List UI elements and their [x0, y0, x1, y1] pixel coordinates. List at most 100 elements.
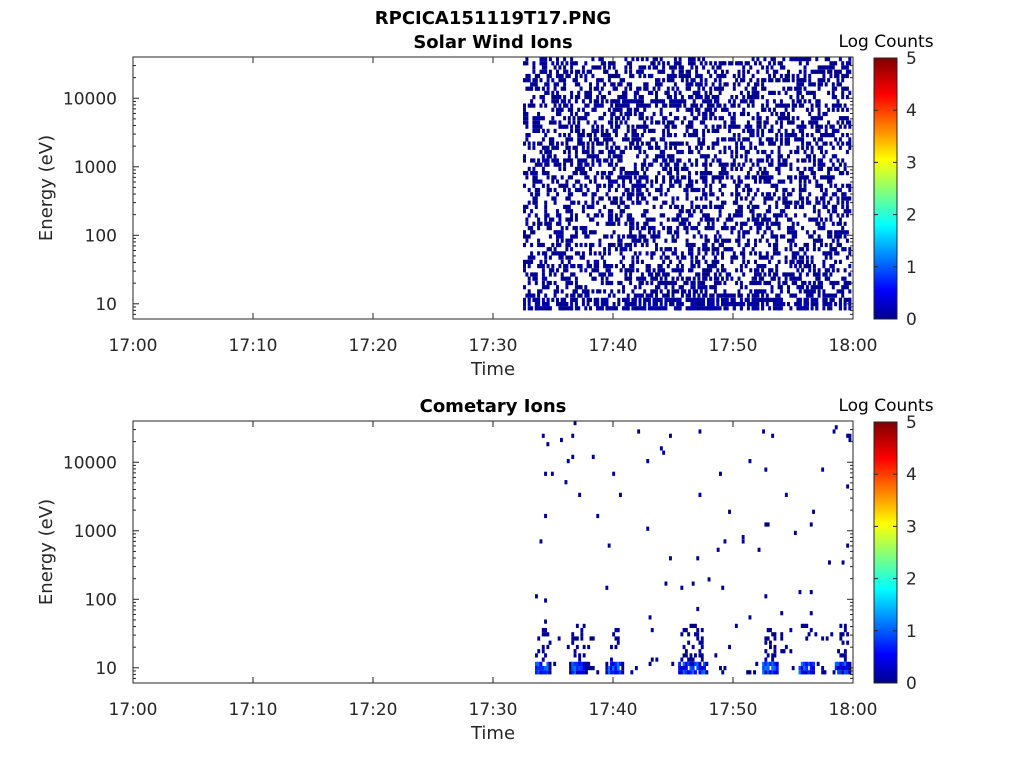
heatmap-cell	[737, 179, 741, 184]
heatmap-cell	[664, 272, 668, 277]
heatmap-cell	[643, 162, 647, 167]
heatmap-cell	[812, 82, 816, 87]
heatmap-cell	[647, 162, 651, 167]
heatmap-cell	[771, 653, 775, 658]
heatmap-cell	[584, 306, 588, 311]
heatmap-cell	[706, 264, 710, 269]
heatmap-cell	[581, 128, 585, 133]
heatmap-cell	[713, 280, 717, 286]
heatmap-cell	[643, 196, 647, 201]
heatmap-cell	[823, 670, 827, 675]
heatmap-cell	[798, 69, 802, 74]
heatmap-cell	[645, 175, 649, 180]
heatmap-cell	[695, 145, 699, 150]
heatmap-cell	[787, 272, 790, 277]
heatmap-cell	[834, 166, 838, 171]
heatmap-cell	[815, 179, 819, 184]
heatmap-cell	[539, 661, 543, 666]
heatmap-cell	[541, 649, 545, 654]
heatmap-cell	[556, 221, 559, 226]
heatmap-cell	[846, 484, 850, 489]
heatmap-cell	[671, 154, 675, 159]
heatmap-cell	[671, 86, 675, 91]
heatmap-cell	[706, 217, 710, 222]
heatmap-cell	[605, 141, 609, 146]
heatmap-cell	[718, 86, 722, 91]
heatmap-cell	[619, 259, 623, 264]
heatmap-cell	[798, 103, 802, 108]
heatmap-cell	[633, 145, 637, 150]
heatmap-cell	[534, 200, 538, 205]
heatmap-cell	[777, 221, 781, 226]
heatmap-cell	[798, 306, 802, 311]
heatmap-cell	[669, 133, 673, 138]
heatmap-cell	[638, 111, 642, 117]
heatmap-cell	[801, 280, 805, 286]
heatmap-cell	[697, 149, 701, 155]
heatmap-cell	[758, 297, 762, 302]
heatmap-cell	[534, 124, 538, 129]
heatmap-cell	[633, 238, 637, 243]
heatmap-cell	[636, 145, 640, 150]
heatmap-cell	[775, 204, 779, 209]
heatmap-cell	[784, 103, 788, 108]
heatmap-cell	[657, 69, 661, 74]
heatmap-cell	[848, 247, 852, 252]
heatmap-cell	[784, 213, 788, 218]
heatmap-cell	[579, 268, 583, 273]
heatmap-cell	[573, 636, 577, 641]
heatmap-cell	[820, 187, 823, 193]
heatmap-cell	[638, 297, 642, 302]
heatmap-cell	[803, 666, 806, 671]
heatmap-cell	[770, 162, 774, 167]
heatmap-cell	[560, 276, 564, 281]
heatmap-cell	[754, 272, 757, 277]
heatmap-cell	[805, 230, 809, 235]
heatmap-cell	[839, 636, 843, 641]
heatmap-cell	[702, 171, 706, 176]
heatmap-cell	[574, 217, 578, 222]
heatmap-cell	[614, 124, 618, 129]
heatmap-cell	[629, 280, 633, 286]
heatmap-cell	[596, 670, 600, 675]
heatmap-cell	[817, 268, 821, 273]
heatmap-cell	[809, 611, 813, 616]
heatmap-cell	[692, 133, 696, 138]
heatmap-cell	[706, 238, 710, 243]
heatmap-cell	[794, 230, 798, 235]
heatmap-cell	[822, 133, 826, 138]
heatmap-cell	[534, 204, 538, 209]
heatmap-cell	[560, 306, 564, 311]
heatmap-cell	[697, 276, 701, 281]
heatmap-cell	[836, 213, 840, 218]
heatmap-cell	[711, 158, 715, 163]
heatmap-cell	[546, 297, 550, 302]
heatmap-cell	[735, 166, 739, 171]
heatmap-cell	[716, 259, 720, 264]
heatmap-cell	[664, 116, 668, 121]
heatmap-cell	[622, 285, 625, 290]
heatmap-cell	[723, 82, 727, 87]
heatmap-cell	[577, 285, 581, 290]
heatmap-cell	[631, 302, 635, 307]
heatmap-cell	[544, 471, 547, 476]
heatmap-cell	[699, 217, 703, 222]
heatmap-cell	[523, 116, 526, 121]
heatmap-cell	[711, 297, 715, 302]
heatmap-cell	[662, 128, 666, 133]
heatmap-cell	[779, 285, 783, 290]
heatmap-cell	[631, 187, 635, 193]
x-tick-label: 17:00	[109, 336, 158, 356]
heatmap-cell	[723, 73, 727, 79]
heatmap-cell	[629, 175, 633, 180]
heatmap-cell	[789, 86, 793, 91]
heatmap-cell	[610, 209, 614, 214]
heatmap-cell	[664, 285, 668, 290]
heatmap-cell	[575, 623, 579, 628]
heatmap-cell	[838, 297, 842, 302]
heatmap-cell	[574, 128, 578, 133]
heatmap-cell	[605, 221, 609, 226]
heatmap-cell	[617, 103, 621, 108]
heatmap-cell	[732, 116, 736, 121]
heatmap-cell	[784, 90, 788, 95]
